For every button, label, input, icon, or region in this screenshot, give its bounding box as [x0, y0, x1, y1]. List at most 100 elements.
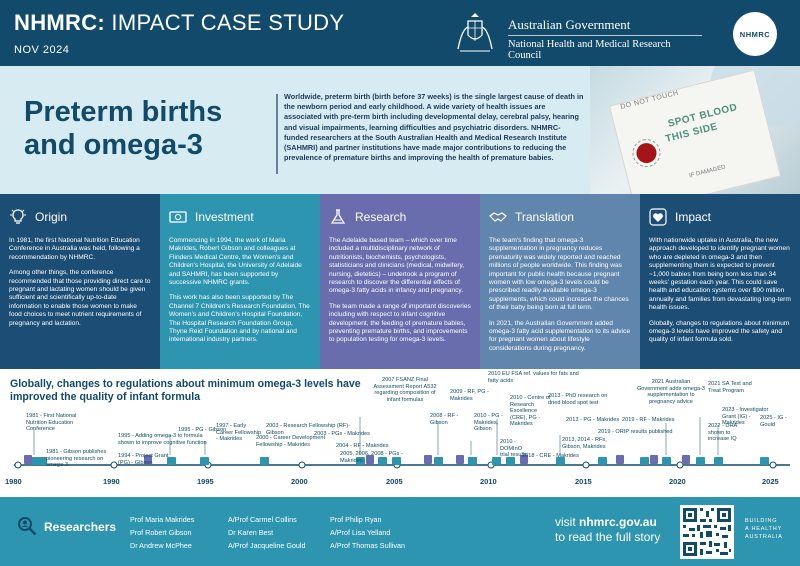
timeline-event: 2018 - CRE - Makrides — [522, 453, 579, 459]
gov-line-1: Australian Government — [508, 17, 631, 32]
column-paragraph: Globally, changes to regulations about m… — [649, 319, 790, 344]
timeline-event: 2013 - PhD research on dried blood spot … — [548, 393, 608, 406]
header-banner: NHMRC: IMPACT CASE STUDY NOV 2024 Austra… — [0, 0, 800, 66]
gov-line-2: National Health and Medical Research Cou… — [508, 39, 671, 61]
column-title: Research — [355, 210, 407, 224]
column-header: Translation — [489, 197, 631, 237]
researcher-name: A/Prof Carmel Collins — [228, 515, 297, 524]
blood-spot-card-photo: DO NOT TOUCH SPOT BLOOD THIS SIDE IF DAM… — [590, 66, 800, 194]
researcher-name: A/Prof Lisa Yelland — [330, 528, 391, 537]
column-header: Origin — [9, 197, 151, 237]
year-2000: 2000 — [291, 477, 308, 486]
column-translation: Translation The team's finding that omeg… — [480, 194, 640, 369]
tagline-line: A HEALTHY — [745, 526, 783, 532]
column-title: Origin — [35, 210, 68, 224]
timeline-event: 2013, 2014 - RFs, Gibson, Makrides — [562, 437, 607, 450]
card-text-4: IF DAMAGED — [688, 164, 727, 180]
hero-divider — [276, 94, 278, 174]
timeline-event: 2025 - IG - Gould — [760, 415, 787, 428]
researchers-col-1: Prof Maria Makrides Prof Robert Gibson D… — [130, 513, 194, 552]
year-2025: 2025 — [762, 477, 779, 486]
researchers-col-2: A/Prof Carmel Collins Dr Karen Best A/Pr… — [228, 513, 306, 552]
footer: Researchers Prof Maria Makrides Prof Rob… — [0, 497, 800, 566]
column-paragraph: The team's finding that omega-3 suppleme… — [489, 237, 629, 312]
year-2005: 2005 — [386, 477, 403, 486]
year-1995: 1995 — [197, 477, 214, 486]
timeline-event: 2023 - Investigator Grant (IG) - Makride… — [722, 407, 769, 427]
researchers-label: Researchers — [44, 520, 117, 534]
timeline-event: 1995 - PG - Gibson — [178, 427, 227, 433]
case-study-title: NHMRC: IMPACT CASE STUDY — [14, 10, 344, 36]
qr-code-icon[interactable] — [680, 505, 734, 559]
column-research: Research The Adelaide based team – which… — [320, 194, 480, 369]
visit-link-text[interactable]: visit nhmrc.gov.au to read the full stor… — [555, 515, 660, 545]
researcher-name: Prof Robert Gibson — [130, 528, 192, 537]
handshake-icon — [489, 212, 507, 222]
column-paragraph: The Adelaide based team – which over tim… — [329, 237, 465, 295]
nhmrc-badge: NHMRC — [733, 12, 777, 56]
tagline: BUILDING A HEALTHY AUSTRALIA — [745, 517, 783, 541]
timeline-event: 2003 - Research Fellowship (RF)- Gibson — [266, 423, 350, 436]
researcher-name: A/Prof Jacqueline Gould — [228, 541, 306, 550]
column-origin: Origin In 1981, the first National Nutri… — [0, 194, 160, 369]
coat-of-arms-icon — [457, 13, 493, 52]
tagline-line: BUILDING — [745, 518, 778, 524]
column-paragraph: The team made a range of important disco… — [329, 302, 471, 344]
researcher-name: Prof Philip Ryan — [330, 515, 382, 524]
timeline-title: Globally, changes to regulations about m… — [10, 378, 361, 403]
column-paragraph: In 1981, the first National Nutrition Ed… — [9, 237, 140, 261]
timeline-axis — [14, 417, 790, 469]
year-2020: 2020 — [669, 477, 686, 486]
timeline-event: 2010 EU FSA ref. values for fats and fat… — [488, 371, 579, 384]
column-impact: Impact With nationwide uptake in Austral… — [640, 194, 800, 369]
tagline-line: AUSTRALIA — [745, 534, 783, 540]
timeline-event: 2010 - DOMInO trial results — [500, 439, 528, 459]
timeline-event: 1981 - First National Nutrition Educatio… — [26, 413, 77, 433]
year-2015: 2015 — [575, 477, 592, 486]
publication-date: NOV 2024 — [14, 44, 70, 56]
timeline-event: 1997 - Early Career Fellowship - Makride… — [216, 423, 262, 443]
timeline-event: 1994 - Project Grant (PG) - Gibson — [118, 453, 169, 466]
column-header: Impact — [649, 197, 791, 237]
timeline-event: 2008 - RF - Gibson — [430, 413, 459, 426]
researchers-col-3: Prof Philip Ryan A/Prof Lisa Yelland A/P… — [330, 513, 405, 552]
money-icon — [169, 211, 187, 223]
timeline-event: 2007 FSANZ Final Assessment Report A532 … — [373, 377, 437, 403]
timeline-event: 2010 - Centre of Research Excellence (CR… — [510, 395, 551, 428]
visit-url[interactable]: nhmrc.gov.au — [579, 515, 657, 529]
year-1990: 1990 — [103, 477, 120, 486]
column-investment: Investment Commencing in 1994, the work … — [160, 194, 320, 369]
column-paragraph: This work has also been supported by The… — [169, 294, 310, 344]
timeline-event: 2022 - DHA shown to increase IQ — [708, 423, 737, 443]
timeline-event: 2019 - ORIP results published — [598, 429, 673, 435]
timeline-event: 2019 - RF - Makrides — [622, 417, 675, 423]
column-header: Investment — [169, 197, 311, 237]
timeline-event: 1995 - Adding omega-3 to formula shown t… — [118, 433, 207, 446]
researcher-name: Dr Karen Best — [228, 528, 274, 537]
timeline-event: 2021 SA Test and Treat Program — [708, 381, 752, 394]
heading-line-2: and omega-3 — [24, 129, 203, 161]
column-paragraph: Commencing in 1994, the work of Maria Ma… — [169, 237, 302, 287]
title-rest: IMPACT CASE STUDY — [105, 10, 345, 35]
column-title: Impact — [675, 210, 712, 224]
column-header: Research — [329, 197, 471, 237]
hero-section: Preterm births and omega-3 Worldwide, pr… — [0, 66, 800, 194]
year-2010: 2010 — [480, 477, 497, 486]
researcher-name: A/Prof Thomas Sullivan — [330, 541, 405, 550]
card-text-3: DO NOT TOUCH — [619, 89, 680, 111]
blood-spot-card: DO NOT TOUCH SPOT BLOOD THIS SIDE IF DAM… — [608, 69, 782, 194]
gov-divider — [508, 35, 702, 36]
visit-prefix: visit — [555, 515, 579, 529]
heart-icon — [649, 208, 667, 226]
timeline-event: 2010 - PG - Makrides, Gibson — [474, 413, 503, 433]
column-paragraph: In 2021, the Australian Government added… — [489, 319, 631, 352]
timeline-event: 2005, 2006, 2008 - PGs - Makrides — [340, 451, 403, 464]
intro-paragraph: Worldwide, preterm birth (birth before 3… — [284, 92, 584, 163]
heading-line-1: Preterm births — [24, 96, 223, 128]
researcher-name: Prof Maria Makrides — [130, 515, 195, 524]
timeline-event: 2013 - PG - Makrides — [566, 417, 620, 423]
timeline-section: Globally, changes to regulations about m… — [0, 369, 800, 497]
column-title: Investment — [195, 210, 254, 224]
title-bold: NHMRC: — [14, 10, 106, 35]
column-paragraph: With nationwide uptake in Australia, the… — [649, 237, 791, 312]
